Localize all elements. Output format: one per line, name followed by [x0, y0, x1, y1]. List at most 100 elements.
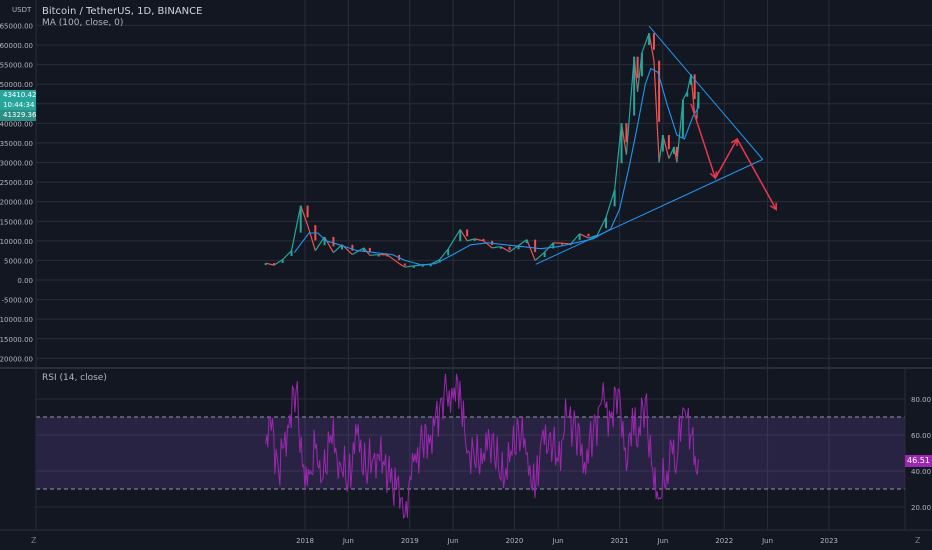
ma-plot — [293, 67, 699, 266]
price-tick-label: 50000.00 — [0, 81, 33, 89]
price-candle — [613, 189, 616, 207]
price-segment — [483, 240, 493, 249]
drawing-layer[interactable] — [535, 25, 777, 265]
time-tick-label: 2020 — [506, 537, 524, 545]
price-candle — [686, 92, 689, 97]
projection-arrow-segment[interactable] — [690, 103, 717, 179]
price-segment — [323, 236, 334, 253]
ma-legend[interactable]: MA (100, close, 0) — [42, 18, 124, 28]
price-candle — [667, 135, 670, 150]
price-segment — [404, 265, 414, 268]
price-tick-label: 65000.00 — [0, 22, 33, 30]
price-tick-label: 10000.00 — [0, 238, 33, 246]
price-candle — [561, 242, 564, 245]
price-segment — [662, 134, 670, 159]
price-segment — [653, 60, 660, 163]
price-segment — [474, 238, 484, 242]
price-candle — [403, 263, 406, 266]
projection-arrow-segment[interactable] — [714, 138, 738, 179]
price-candle — [636, 56, 639, 78]
price-candle — [517, 245, 520, 250]
price-segment — [509, 245, 519, 253]
price-grid — [36, 0, 932, 530]
price-candle — [648, 33, 651, 45]
projection-arrow-segment[interactable] — [736, 138, 777, 210]
price-candle — [429, 264, 432, 267]
price-segment — [265, 262, 275, 266]
price-tick-label: 0.00 — [17, 277, 33, 285]
time-tick-label: Jun — [656, 537, 668, 545]
currency-label: USDT — [12, 6, 32, 14]
price-candle — [620, 123, 623, 164]
price-candle — [362, 247, 365, 252]
price-segment — [500, 246, 510, 253]
price-segment — [314, 236, 326, 251]
price-segment — [300, 205, 309, 226]
price-candle — [264, 263, 267, 266]
price-candle — [273, 263, 276, 266]
rsi-axis[interactable]: 80.00 60.00 40.00 20.00 — [911, 396, 931, 512]
price-candle — [473, 238, 476, 241]
price-candle — [281, 259, 284, 263]
symbol-legend[interactable]: Bitcoin / TetherUS, 1D, BINANCE — [42, 6, 203, 17]
price-candle — [525, 239, 528, 244]
time-tick-label: Jun — [447, 537, 459, 545]
price-candle — [658, 60, 661, 122]
price-segment — [596, 217, 607, 236]
price-candle — [466, 229, 469, 237]
price-candle — [661, 135, 664, 152]
price-segment — [307, 224, 316, 251]
price-candle — [299, 205, 302, 233]
price-tick-label: 30000.00 — [0, 160, 33, 168]
ma-value-tag: 41329.36 — [0, 110, 36, 121]
trendline-lower[interactable] — [535, 158, 763, 265]
price-segment — [518, 239, 528, 247]
auto-scale-icon[interactable]: Z — [915, 536, 921, 545]
time-tick-label: 2018 — [296, 537, 314, 545]
price-segment — [614, 123, 623, 190]
price-segment — [290, 205, 302, 251]
time-tick-label: 2023 — [820, 537, 838, 545]
rsi-legend[interactable]: RSI (14, close) — [42, 373, 107, 383]
price-tick-label: 5000.00 — [4, 257, 33, 265]
rsi-tick-label: 60.00 — [911, 432, 931, 440]
price-candle — [633, 56, 636, 116]
price-candle — [323, 236, 326, 246]
price-tick-label: 25000.00 — [0, 179, 33, 187]
time-tick-label: 2022 — [715, 537, 733, 545]
time-axis[interactable]: 2018 Jun 2019 Jun 2020 Jun 2021 Jun 2022 Jun 2023 — [296, 537, 838, 545]
projection-arrow-head — [769, 202, 777, 211]
price-candle — [689, 74, 692, 85]
price-tick-label: 60000.00 — [0, 42, 33, 50]
price-candle — [697, 92, 700, 109]
rsi-plot[interactable] — [265, 373, 699, 520]
rsi-tick-label: 40.00 — [911, 468, 931, 476]
price-candle — [459, 229, 462, 242]
price-segment — [369, 253, 379, 256]
rsi-value-tag: 46.51 — [905, 455, 932, 467]
price-segment — [459, 229, 468, 242]
price-candle — [306, 205, 309, 218]
price-tick-label: -20000.00 — [0, 355, 33, 363]
last-price-tag: 43410.42 — [0, 90, 36, 101]
price-candle — [482, 238, 485, 241]
price-segment — [447, 229, 461, 250]
price-candle — [675, 146, 678, 157]
price-candle — [508, 246, 511, 250]
price-segment — [282, 250, 292, 261]
price-candle — [695, 115, 698, 118]
price-tick-label: -15000.00 — [0, 336, 33, 344]
price-candle — [368, 247, 371, 253]
price-candle — [543, 252, 546, 258]
timezone-icon[interactable]: Z — [31, 536, 37, 545]
price-candle — [681, 99, 684, 138]
price-segment — [579, 233, 589, 239]
countdown-tag: 10:44:34 — [0, 100, 36, 111]
price-candle — [640, 52, 643, 77]
price-tick-label: 40000.00 — [0, 120, 33, 128]
price-candle — [386, 254, 389, 257]
trendline-upper[interactable] — [648, 25, 764, 160]
price-candle — [351, 244, 354, 251]
price-tick-label: -5000.00 — [2, 297, 33, 305]
price-plot[interactable] — [264, 33, 700, 268]
